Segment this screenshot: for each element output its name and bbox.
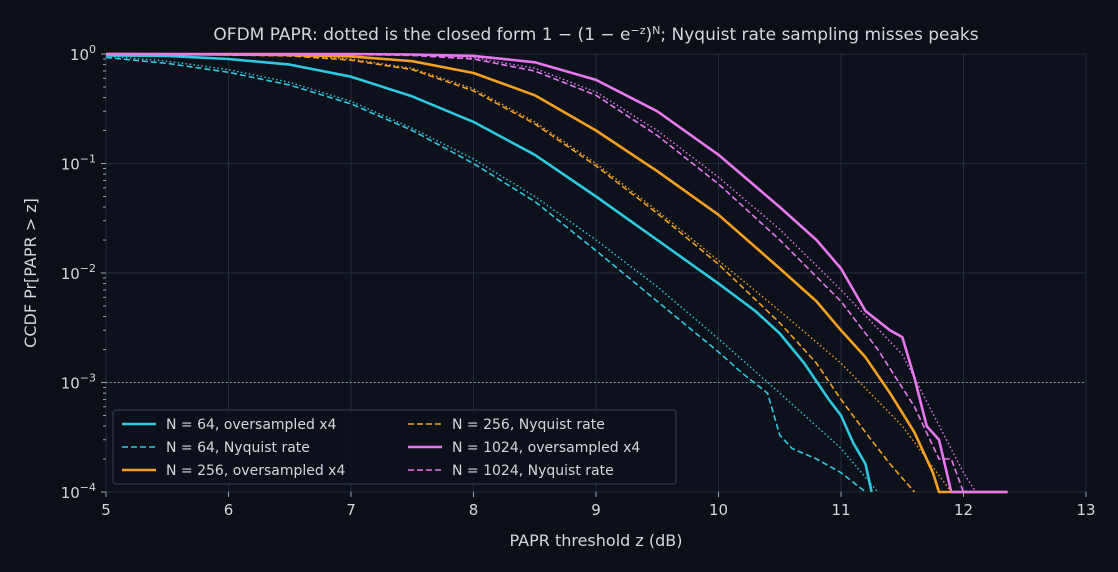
legend-label: N = 64, oversampled x4 bbox=[166, 417, 337, 433]
legend: N = 64, oversampled x4 N = 64, Nyquist ra… bbox=[112, 409, 677, 485]
y-tick-exponent: −1 bbox=[80, 153, 96, 166]
y-tick-base: 10 bbox=[61, 156, 80, 174]
x-tick-label: 6 bbox=[224, 501, 234, 519]
series-lines bbox=[105, 52, 1008, 494]
y-tick-exponent: −3 bbox=[80, 372, 96, 385]
legend-label: N = 256, Nyquist rate bbox=[452, 417, 605, 433]
x-axis-label: PAPR threshold z (dB) bbox=[510, 531, 683, 550]
series-line-3 bbox=[105, 53, 916, 493]
legend-label: N = 1024, oversampled x4 bbox=[452, 440, 640, 456]
x-tick-label: 13 bbox=[1076, 501, 1095, 519]
x-tick-label: 7 bbox=[346, 501, 356, 519]
y-tick-base: 10 bbox=[61, 484, 80, 502]
series-line-1 bbox=[105, 56, 866, 493]
y-tick-label: 10−3 bbox=[61, 372, 96, 393]
legend-label: N = 256, oversampled x4 bbox=[166, 463, 345, 479]
legend-label: N = 1024, Nyquist rate bbox=[452, 463, 614, 479]
chart-title: OFDM PAPR: dotted is the closed form 1 −… bbox=[213, 24, 978, 46]
x-tick-label: 5 bbox=[101, 501, 111, 519]
legend-box bbox=[112, 409, 677, 485]
series-line-5 bbox=[105, 53, 965, 493]
y-tick-label: 10−4 bbox=[61, 481, 96, 502]
x-tick-label: 12 bbox=[954, 501, 973, 519]
x-axis-ticks: 5 6 7 8 9 10 11 12 13 bbox=[101, 492, 1096, 519]
y-tick-label: 100 bbox=[70, 43, 96, 64]
series-line-0 bbox=[105, 54, 873, 493]
y-tick-label: 10−1 bbox=[61, 153, 96, 174]
series-line-6 bbox=[105, 55, 879, 493]
series-line-2 bbox=[105, 52, 1008, 494]
y-tick-exponent: −4 bbox=[80, 481, 96, 494]
y-tick-base: 10 bbox=[61, 265, 80, 283]
x-tick-label: 11 bbox=[831, 501, 850, 519]
y-axis-label: CCDF Pr[PAPR > z] bbox=[21, 198, 40, 348]
legend-label: N = 64, Nyquist rate bbox=[166, 440, 310, 456]
y-tick-exponent: −2 bbox=[80, 262, 96, 275]
x-tick-label: 8 bbox=[469, 501, 479, 519]
y-tick-label: 10−2 bbox=[61, 262, 96, 283]
y-tick-base: 10 bbox=[70, 46, 89, 64]
y-tick-base: 10 bbox=[61, 375, 80, 393]
x-tick-label: 10 bbox=[709, 501, 728, 519]
series-line-8 bbox=[106, 53, 977, 493]
series-line-4 bbox=[106, 52, 1008, 494]
y-tick-exponent: 0 bbox=[89, 43, 96, 56]
x-tick-label: 9 bbox=[591, 501, 601, 519]
